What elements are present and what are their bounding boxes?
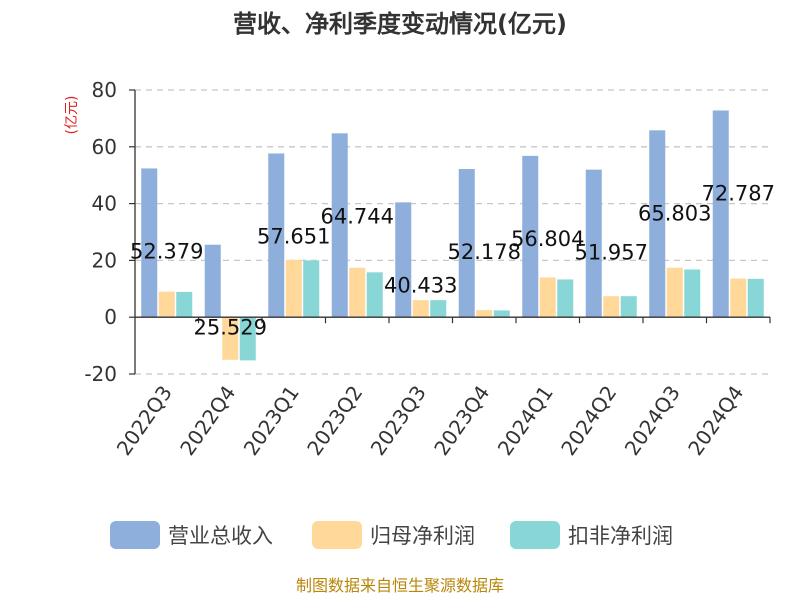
legend: 营业总收入 归母净利润 扣非净利润 xyxy=(110,521,673,549)
data-label: 56.804 xyxy=(511,227,584,251)
bar-1-2023Q3 xyxy=(412,300,429,318)
bar-0-2023Q3 xyxy=(395,202,412,318)
y-tick-label: 60 xyxy=(92,135,117,159)
bar-1-2023Q1 xyxy=(285,259,302,318)
bar-0-2024Q2 xyxy=(585,169,602,318)
data-label: 52.379 xyxy=(130,239,203,263)
bar-1-2024Q4 xyxy=(730,278,747,318)
data-label: 51.957 xyxy=(575,241,648,265)
bars xyxy=(141,110,764,361)
bar-2-2024Q1 xyxy=(557,279,574,318)
data-label: 40.433 xyxy=(384,273,457,297)
bar-0-2022Q4 xyxy=(204,244,221,318)
bar-1-2024Q3 xyxy=(666,267,683,318)
data-label: 65.803 xyxy=(638,201,711,225)
bar-2-2023Q2 xyxy=(366,272,383,318)
legend-label: 扣非净利润 xyxy=(568,524,673,548)
x-tick-label: 2024Q2 xyxy=(556,381,621,460)
data-label: 72.787 xyxy=(702,181,775,205)
bar-2-2024Q4 xyxy=(747,278,764,318)
bar-1-2024Q1 xyxy=(539,277,556,318)
bar-2-2024Q2 xyxy=(620,296,637,318)
bar-0-2024Q4 xyxy=(712,110,729,318)
x-tick-label: 2023Q1 xyxy=(239,381,304,460)
y-axis-label: (亿元) xyxy=(64,96,80,135)
x-tick-label: 2022Q3 xyxy=(112,381,177,460)
bar-1-2023Q4 xyxy=(476,310,493,318)
y-tick-label: 80 xyxy=(92,78,117,102)
data-label: 25.529 xyxy=(194,316,267,340)
y-tick-label: -20 xyxy=(84,362,117,386)
data-label: 57.651 xyxy=(257,224,330,248)
x-tick-label: 2024Q1 xyxy=(493,381,558,460)
legend-swatch xyxy=(312,521,362,549)
x-tick-label: 2023Q2 xyxy=(302,381,367,460)
bar-2-2023Q4 xyxy=(493,310,510,318)
bar-0-2022Q3 xyxy=(141,168,158,318)
bar-0-2024Q3 xyxy=(649,130,666,318)
y-tick-label: 0 xyxy=(104,305,117,329)
x-tick-label: 2023Q3 xyxy=(366,381,431,460)
bar-1-2023Q2 xyxy=(349,267,366,318)
data-label: 52.178 xyxy=(448,240,521,264)
source-note: 制图数据来自恒生聚源数据库 xyxy=(296,576,504,595)
x-tick-label: 2024Q4 xyxy=(683,381,748,460)
bar-1-2022Q4 xyxy=(222,317,239,360)
bar-2-2023Q1 xyxy=(303,260,320,318)
bar-0-2024Q1 xyxy=(522,155,539,318)
bar-1-2024Q2 xyxy=(603,296,620,318)
legend-swatch xyxy=(510,521,560,549)
bar-0-2023Q2 xyxy=(331,133,348,318)
legend-swatch xyxy=(110,521,160,549)
legend-label: 归母净利润 xyxy=(370,524,475,548)
legend-label: 营业总收入 xyxy=(168,524,273,548)
x-tick-label: 2024Q3 xyxy=(620,381,685,460)
x-tick-label: 2023Q4 xyxy=(429,381,494,460)
y-tick-label: 20 xyxy=(92,248,117,272)
bar-2-2022Q4 xyxy=(239,317,256,361)
bar-2-2024Q3 xyxy=(684,269,701,318)
x-tick-label: 2022Q4 xyxy=(175,381,240,460)
bar-1-2022Q3 xyxy=(158,291,175,318)
chart-title: 营收、净利季度变动情况(亿元) xyxy=(233,10,567,38)
bar-0-2023Q4 xyxy=(458,169,475,318)
data-label: 64.744 xyxy=(321,204,394,228)
bar-2-2023Q3 xyxy=(430,300,447,318)
bar-0-2023Q1 xyxy=(268,153,285,318)
y-tick-label: 40 xyxy=(92,192,117,216)
bar-2-2022Q3 xyxy=(176,291,193,318)
